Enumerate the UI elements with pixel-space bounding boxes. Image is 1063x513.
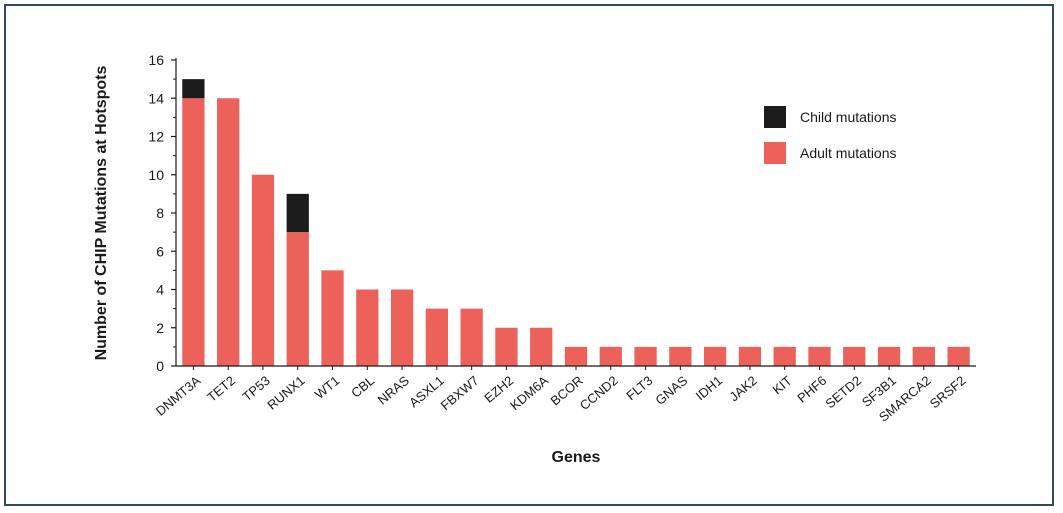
bar-fbxw7-adult-mutations [460, 308, 483, 366]
x-tick-label: JAK2 [726, 373, 759, 404]
bar-kdm6a-adult-mutations [530, 327, 553, 366]
y-tick-label: 2 [156, 320, 164, 336]
bar-bcor-adult-mutations [564, 346, 588, 366]
x-tick-label: FLT3 [623, 373, 655, 403]
y-tick-label: 0 [156, 358, 164, 374]
bar-flt3-adult-mutations [634, 346, 657, 366]
y-axis: 0 2 4 6 8 10 12 14 16 [148, 52, 177, 374]
bar-tp53-adult-mutations [251, 174, 275, 366]
x-tick-label: KDM6A [507, 373, 551, 413]
y-tick-label: 4 [156, 282, 164, 298]
bar-srsf2-adult-mutations [947, 346, 970, 366]
bar-sf3b1-adult-mutations [877, 346, 901, 366]
x-tick-label: GNAS [652, 373, 690, 408]
x-tick-label: DNMT3A [153, 373, 204, 419]
y-tick-label: 6 [156, 243, 164, 259]
legend-label: Adult mutations [800, 145, 897, 161]
x-tick-label: SRSF2 [927, 373, 969, 411]
bar-setd2-adult-mutations [843, 346, 866, 366]
bar-jak2-adult-mutations [738, 346, 762, 366]
x-tick-label: NRAS [375, 373, 413, 408]
x-tick-label: TET2 [204, 373, 238, 405]
bar-idh1-adult-mutations [704, 346, 727, 366]
bar-ezh2-adult-mutations [495, 327, 518, 366]
y-tick-label: 10 [148, 167, 164, 183]
y-tick-label: 8 [156, 205, 164, 221]
bar-gnas-adult-mutations [669, 346, 692, 366]
x-axis-title: Genes [552, 449, 601, 466]
legend: Child mutations Adult mutations [764, 106, 897, 164]
bars [182, 79, 970, 366]
x-tick-label: SETD2 [822, 373, 864, 411]
legend-swatch [764, 106, 786, 128]
y-tick-label: 14 [148, 90, 164, 106]
x-tick-label: FBXW7 [438, 373, 482, 413]
x-tick-label: KIT [769, 373, 794, 398]
y-tick-label: 12 [148, 129, 164, 145]
bar-kit-adult-mutations [773, 346, 796, 366]
bar-phf6-adult-mutations [808, 346, 831, 366]
x-tick-label: IDH1 [693, 373, 725, 404]
bar-dnmt3a-child-mutations [182, 79, 205, 99]
bar-asxl1-adult-mutations [425, 308, 448, 366]
x-tick-label: CBL [348, 373, 377, 401]
chart-frame: 0 2 4 6 8 10 12 14 16 DNMT3A TET2 TP53 RUNX1 WT1 CBL N… [4, 4, 1054, 506]
bar-tet2-adult-mutations [217, 98, 240, 366]
bar-dnmt3a-adult-mutations [182, 98, 205, 366]
y-tick-label: 16 [148, 52, 164, 68]
bar-runx1-child-mutations [286, 193, 309, 233]
x-tick-label: WT1 [312, 373, 343, 402]
bar-runx1-adult-mutations [286, 232, 309, 366]
bar-smarca2-adult-mutations [912, 346, 935, 366]
bar-cbl-adult-mutations [356, 289, 379, 366]
x-tick-label: RUNX1 [264, 373, 307, 413]
bar-nras-adult-mutations [390, 289, 414, 366]
legend-swatch [764, 142, 786, 164]
y-axis-title: Number of CHIP Mutations at Hotspots [93, 65, 110, 360]
bar-ccnd2-adult-mutations [599, 346, 622, 366]
x-tick-label: CCND2 [577, 373, 621, 413]
bar-wt1-adult-mutations [321, 270, 344, 366]
legend-label: Child mutations [800, 109, 897, 125]
